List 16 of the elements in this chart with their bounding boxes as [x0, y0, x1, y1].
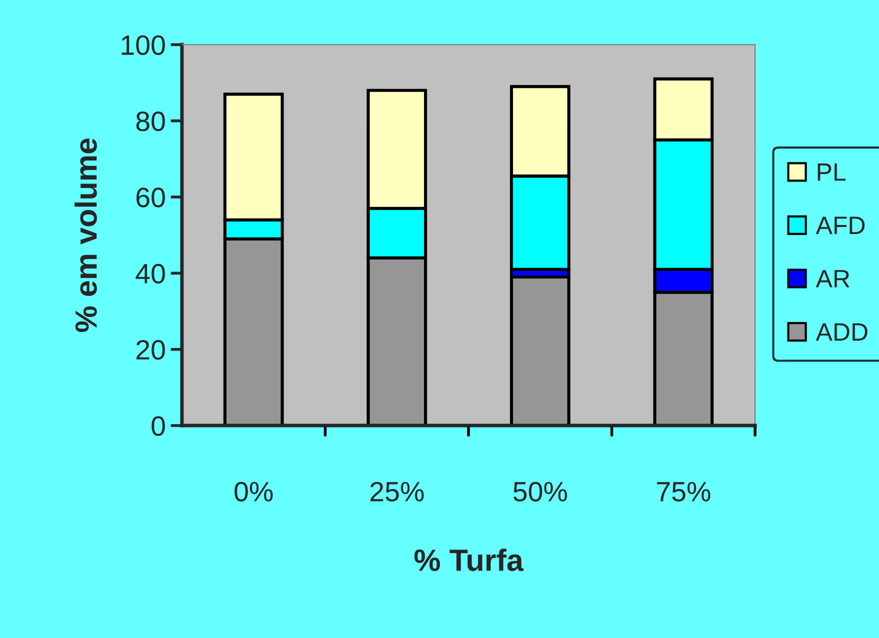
legend-label: ADD — [816, 323, 868, 341]
x-tick-label: 75% — [657, 482, 710, 502]
legend-label: AR — [816, 270, 850, 288]
y-tick-label: 0 — [152, 416, 165, 436]
y-tick-label: 60 — [136, 188, 165, 208]
x-tick-label: 50% — [513, 482, 567, 502]
y-tick-label: 40 — [136, 264, 165, 284]
y-tick-label: 20 — [136, 340, 165, 360]
x-tick-label: 0% — [234, 482, 273, 502]
legend-label: PL — [818, 163, 846, 181]
y-axis-title: % em volume — [74, 138, 97, 332]
x-axis-title: % Turfa — [414, 548, 524, 572]
x-tick-label: 25% — [370, 482, 424, 502]
y-tick-label: 100 — [122, 35, 165, 55]
y-tick-label: 80 — [136, 112, 165, 132]
legend-label: AFD — [816, 216, 865, 234]
